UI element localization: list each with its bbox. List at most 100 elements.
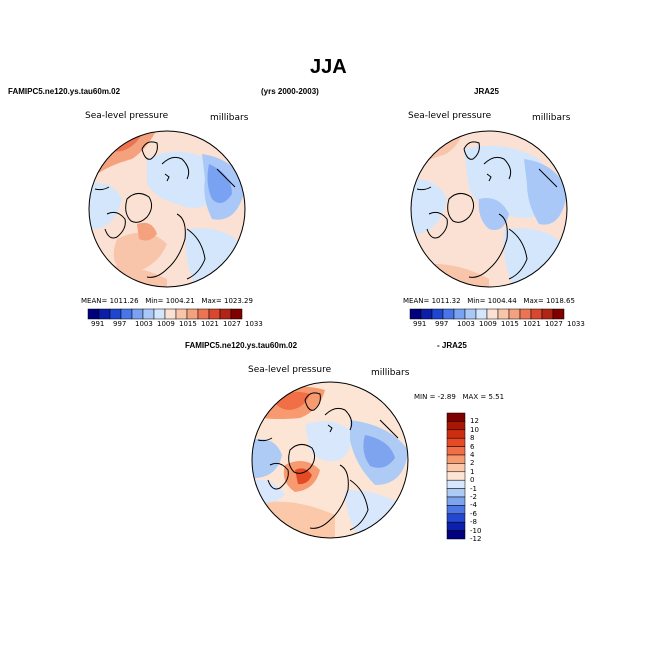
panel-model-variable: Sea-level pressure <box>85 111 169 121</box>
panel-diff-max-label: MAX = <box>462 393 487 401</box>
colorbar-model-swatch <box>87 308 100 320</box>
map-diff-pos-south-core <box>295 468 312 485</box>
colorbar-model-swatch <box>131 308 144 320</box>
colorbar-obs-swatch <box>409 308 422 320</box>
colorbar-diff-swatch <box>446 521 466 531</box>
colorbar-diff-tick-label: -4 <box>470 501 477 510</box>
colorbar-diff-swatch <box>446 471 466 481</box>
colorbar-diff-tick-label: 6 <box>470 442 475 451</box>
colorbar-diff-tick-label: 4 <box>470 451 475 459</box>
panel-obs-min-value: 1004.44 <box>487 297 517 305</box>
colorbar-diff-swatch <box>446 446 466 456</box>
colorbar-model <box>87 308 243 320</box>
colorbar-obs-tick-label: 1027 <box>545 320 563 328</box>
colorbar-diff-swatch <box>446 463 466 473</box>
colorbar-diff-tick-label: 2 <box>470 459 475 468</box>
panel-obs-max-value: 1018.65 <box>545 297 575 305</box>
colorbar-diff-tick-label: -2 <box>470 493 477 501</box>
panel-diff-variable: Sea-level pressure <box>248 365 332 375</box>
map-diff-neg-west <box>252 439 282 478</box>
colorbar-obs <box>409 308 565 320</box>
colorbar-obs-swatch <box>508 308 521 320</box>
colorbar-model-tick-label: 991 <box>91 320 105 328</box>
colorbar-obs-ticks: 991 997 1003 1009 1015 1021 1027 1033 <box>410 320 585 330</box>
colorbar-model-swatch <box>219 308 232 320</box>
map-model-low-east-core <box>207 164 232 203</box>
map-diff-border <box>251 381 409 539</box>
panel-model-min-label: Min= <box>145 297 164 305</box>
panel-model-mean-value: 1011.26 <box>109 297 139 305</box>
colorbar-diff-swatch <box>446 454 466 464</box>
colorbar-obs-tick-label: 1033 <box>567 320 585 328</box>
panel-obs-stats: MEAN= 1011.32 Min= 1004.44 Max= 1018.65 <box>403 297 575 305</box>
colorbar-model-tick-label: 1015 <box>179 320 197 328</box>
colorbar-model-swatch <box>153 308 166 320</box>
panel-model-max-label: Max= <box>201 297 222 305</box>
colorbar-diff-tick-label: 1 <box>470 467 475 476</box>
colorbar-diff-ticks: 12 10 8 6 4 2 1 0 -1 -2 -4 -6 -8 -10 -12 <box>470 413 500 543</box>
colorbar-diff-swatch <box>446 437 466 447</box>
panel-diff-max-value: 5.51 <box>488 393 505 401</box>
colorbar-model-swatch <box>230 308 243 320</box>
map-diff-neg-center <box>305 421 352 462</box>
panel-obs-units: millibars <box>532 113 571 123</box>
colorbar-model-swatch <box>197 308 210 320</box>
map-model-low-west <box>89 183 122 229</box>
panel-obs-header: JRA25 <box>474 87 499 96</box>
panel-diff-min-label: MIN = <box>414 393 436 401</box>
colorbar-diff-tick-label: 10 <box>470 425 479 434</box>
map-obs-coastlines <box>416 141 558 280</box>
colorbar-diff-swatch <box>446 479 466 489</box>
panel-diff-header-right: - JRA25 <box>437 341 467 350</box>
map-diff <box>251 381 409 539</box>
colorbar-diff <box>446 412 466 540</box>
panel-model-header: FAMIPC5.ne120.ys.tau60m.02 <box>8 87 121 96</box>
map-model <box>88 130 246 288</box>
colorbar-obs-swatch <box>497 308 510 320</box>
panel-obs-max-label: Max= <box>523 297 544 305</box>
colorbar-model-swatch <box>164 308 177 320</box>
map-diff-neg-east-core <box>363 435 395 468</box>
colorbar-diff-tick-label: 8 <box>470 434 475 443</box>
colorbar-diff-swatch <box>446 412 466 422</box>
panel-obs-mean-label: MEAN= <box>403 297 430 305</box>
map-obs-low-west <box>411 178 447 234</box>
colorbar-diff-tick-label: -12 <box>470 535 482 543</box>
colorbar-obs-swatch <box>552 308 565 320</box>
map-obs-low-mid <box>478 198 509 230</box>
panel-obs-mean-value: 1011.32 <box>431 297 461 305</box>
map-obs-low-east <box>524 159 567 225</box>
map-model-border <box>88 130 246 288</box>
colorbar-model-swatch <box>109 308 122 320</box>
panel-obs-min-label: Min= <box>467 297 486 305</box>
colorbar-diff-tick-label: -8 <box>470 518 477 527</box>
panel-obs-variable: Sea-level pressure <box>408 111 492 121</box>
panel-model-max-value: 1023.29 <box>223 297 253 305</box>
years-label: (yrs 2000-2003) <box>261 87 319 96</box>
colorbar-model-tick-label: 1009 <box>157 320 175 328</box>
colorbar-diff-tick-label: 0 <box>470 476 475 485</box>
colorbar-diff-swatch <box>446 488 466 498</box>
colorbar-obs-swatch <box>442 308 455 320</box>
colorbar-obs-swatch <box>464 308 477 320</box>
colorbar-obs-tick-label: 991 <box>413 320 427 328</box>
colorbar-model-swatch <box>98 308 111 320</box>
colorbar-obs-swatch <box>431 308 444 320</box>
colorbar-diff-swatch <box>446 429 466 439</box>
colorbar-obs-swatch <box>486 308 499 320</box>
colorbar-obs-tick-label: 1003 <box>457 320 475 328</box>
colorbar-diff-tick-label: -1 <box>470 484 477 493</box>
map-obs-high-south <box>436 235 487 274</box>
colorbar-diff-swatch <box>446 530 466 540</box>
map-diff-coastlines <box>257 392 399 531</box>
colorbar-obs-tick-label: 1009 <box>479 320 497 328</box>
colorbar-obs-swatch <box>475 308 488 320</box>
figure-title: JJA <box>310 56 347 78</box>
colorbar-model-tick-label: 1033 <box>245 320 263 328</box>
colorbar-obs-swatch <box>530 308 543 320</box>
map-obs-border <box>410 130 568 288</box>
colorbar-diff-swatch <box>446 513 466 523</box>
map-obs <box>410 130 568 288</box>
colorbar-model-tick-label: 1027 <box>223 320 241 328</box>
map-model-high-south <box>113 232 167 274</box>
